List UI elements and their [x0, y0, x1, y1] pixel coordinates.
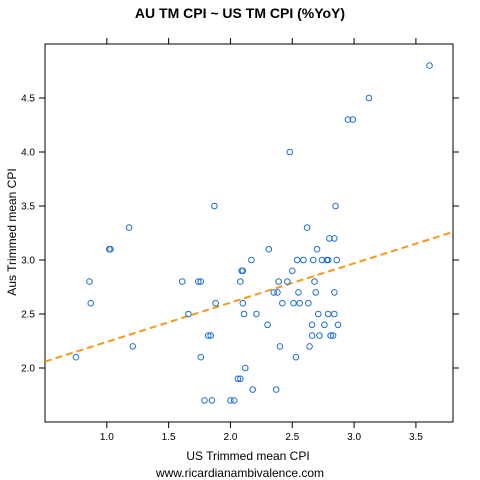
data-point — [329, 332, 337, 339]
data-point — [333, 256, 341, 264]
data-point — [331, 235, 338, 242]
data-point — [248, 256, 255, 264]
data-point — [344, 116, 352, 123]
data-point — [264, 321, 271, 329]
data-point — [237, 278, 244, 285]
x-axis: 1.0 1.5 2.0 2.5 3.0 3.5 — [100, 38, 423, 443]
data-point — [72, 353, 80, 361]
y-tick-label: 2.5 — [21, 310, 35, 321]
data-point — [241, 364, 249, 372]
data-point — [211, 202, 218, 210]
data-point — [195, 278, 202, 285]
data-point — [334, 321, 342, 329]
data-point — [212, 299, 219, 307]
data-point — [275, 278, 282, 285]
chart-title: AU TM CPI ~ US TM CPI (%YoY) — [135, 5, 345, 21]
data-point — [207, 332, 214, 339]
data-point — [288, 267, 296, 275]
data-point — [309, 256, 317, 264]
data-point — [279, 299, 286, 307]
data-point — [331, 310, 338, 318]
data-point — [129, 343, 137, 350]
data-point — [272, 386, 280, 393]
data-point — [312, 289, 320, 296]
y-tick-label: 4.0 — [21, 148, 35, 159]
x-tick-label: 3.5 — [409, 432, 423, 443]
data-points — [72, 62, 433, 404]
data-point — [426, 62, 433, 69]
data-point — [197, 278, 205, 285]
data-point — [324, 256, 332, 264]
data-point — [296, 299, 303, 307]
data-point — [234, 375, 242, 383]
data-point — [201, 397, 208, 404]
x-tick-label: 2.0 — [224, 432, 238, 443]
data-point — [308, 332, 316, 339]
plot-frame — [44, 43, 454, 423]
data-point — [290, 299, 297, 307]
data-point — [313, 245, 321, 253]
y-tick-label: 3.0 — [21, 256, 35, 267]
data-point — [284, 278, 291, 285]
y-tick-label: 3.5 — [21, 202, 35, 213]
data-point — [300, 256, 307, 264]
data-point — [249, 386, 257, 393]
data-point — [107, 245, 114, 253]
data-point — [365, 94, 373, 102]
data-point — [292, 353, 300, 361]
data-point — [204, 332, 212, 339]
data-point — [326, 235, 333, 242]
data-point — [86, 278, 93, 285]
y-tick-label: 4.5 — [21, 94, 35, 105]
data-point — [240, 310, 248, 318]
data-point — [178, 278, 186, 285]
data-point — [227, 397, 234, 404]
data-point — [314, 310, 322, 318]
y-tick-label: 2.0 — [21, 364, 35, 375]
data-point — [295, 289, 302, 296]
data-point — [286, 148, 294, 156]
trend-line — [44, 230, 454, 363]
data-point — [208, 397, 216, 404]
data-point — [276, 343, 284, 350]
data-point — [230, 397, 238, 404]
data-point — [305, 299, 312, 307]
data-point — [293, 256, 301, 264]
data-point — [274, 289, 281, 296]
y-axis: 2.0 2.5 3.0 3.5 4.0 4.5 — [21, 94, 459, 375]
data-point — [253, 310, 260, 318]
y-axis-label: Aus Trimmed mean CPI — [5, 168, 19, 295]
data-point — [185, 310, 192, 318]
data-point — [239, 299, 247, 307]
caption: www.ricardianambivalence.com — [155, 466, 324, 480]
data-point — [125, 224, 133, 231]
data-point — [324, 310, 332, 318]
data-point — [321, 321, 328, 329]
data-point — [306, 343, 313, 350]
data-point — [316, 332, 323, 339]
x-tick-label: 3.0 — [347, 432, 361, 443]
data-point — [318, 256, 326, 264]
data-point — [332, 202, 339, 210]
x-axis-label: US Trimmed mean CPI — [186, 449, 309, 463]
data-point — [87, 299, 95, 307]
data-point — [303, 224, 311, 231]
x-tick-label: 2.5 — [285, 432, 299, 443]
data-point — [197, 353, 205, 361]
data-point — [239, 267, 247, 275]
data-point — [270, 289, 278, 296]
data-point — [308, 321, 316, 329]
data-point — [327, 332, 334, 339]
data-point — [349, 116, 357, 123]
data-point — [331, 289, 338, 296]
data-point — [237, 375, 244, 383]
x-tick-label: 1.0 — [100, 432, 114, 443]
data-point — [311, 278, 318, 285]
x-tick-label: 1.5 — [162, 432, 176, 443]
data-point — [265, 245, 273, 253]
